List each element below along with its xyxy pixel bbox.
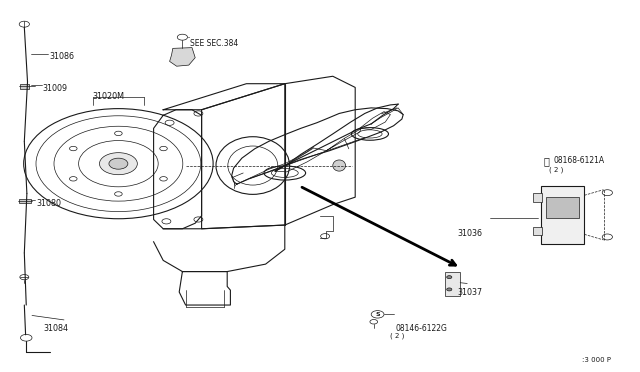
Text: Ⓑ: Ⓑ <box>544 156 550 166</box>
Bar <box>19 199 31 203</box>
Text: 08168-6121A: 08168-6121A <box>554 156 605 165</box>
Text: ( 2 ): ( 2 ) <box>390 332 404 339</box>
Text: 31036: 31036 <box>458 229 483 238</box>
Circle shape <box>20 275 29 280</box>
Text: SEE SEC.384: SEE SEC.384 <box>190 39 238 48</box>
Bar <box>546 197 579 218</box>
Text: :3 000 P: :3 000 P <box>582 357 611 363</box>
Bar <box>541 186 584 244</box>
Circle shape <box>177 34 188 40</box>
Bar <box>445 272 460 296</box>
Text: ( 2 ): ( 2 ) <box>549 167 563 173</box>
Circle shape <box>20 334 32 341</box>
Text: 31037: 31037 <box>458 288 483 297</box>
Text: 31020M: 31020M <box>93 92 125 101</box>
Circle shape <box>447 288 452 291</box>
Text: 31080: 31080 <box>36 199 61 208</box>
Circle shape <box>99 153 138 175</box>
Circle shape <box>371 311 384 318</box>
Circle shape <box>19 21 29 27</box>
Text: 08146-6122G: 08146-6122G <box>396 324 447 333</box>
Bar <box>20 84 29 89</box>
Bar <box>533 227 542 235</box>
Circle shape <box>447 276 452 279</box>
Circle shape <box>602 234 612 240</box>
Text: 31084: 31084 <box>44 324 68 333</box>
Circle shape <box>602 190 612 196</box>
Circle shape <box>109 158 128 169</box>
Circle shape <box>370 320 378 324</box>
Text: 31086: 31086 <box>49 52 74 61</box>
Ellipse shape <box>333 160 346 171</box>
Polygon shape <box>170 48 195 66</box>
Text: 31009: 31009 <box>43 84 68 93</box>
Text: S: S <box>375 312 380 317</box>
Bar <box>533 193 542 202</box>
